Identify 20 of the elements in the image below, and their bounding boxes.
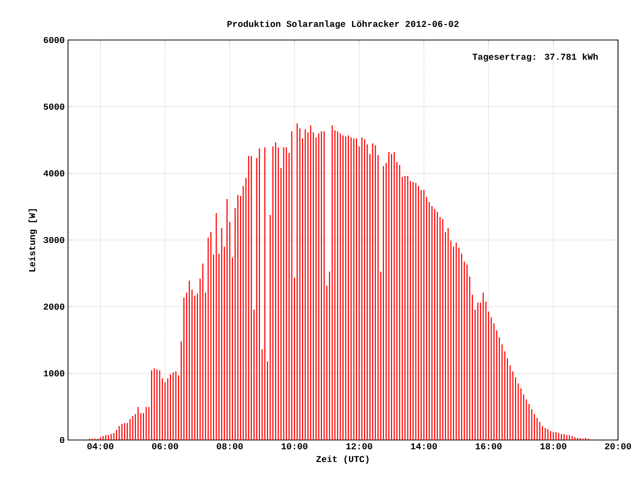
- y-tick-label: 2000: [44, 304, 64, 310]
- y-tick-label: 3000: [44, 236, 64, 244]
- x-tick-label: 12:00: [346, 443, 372, 450]
- y-tick-label: 1000: [44, 370, 64, 376]
- x-tick-label: 18:00: [540, 443, 566, 450]
- y-tick-label: 0: [60, 436, 64, 444]
- y-tick-label: 4000: [44, 170, 64, 176]
- x-tick-label: 04:00: [87, 443, 114, 450]
- x-tick-label: 14:00: [410, 443, 437, 450]
- y-tick-label: 6000: [44, 36, 64, 44]
- annotation: Tagesertrag: 37.781 kWh: [472, 53, 598, 62]
- x-tick-label: 16:00: [476, 443, 502, 450]
- x-tick-label: 10:00: [282, 443, 308, 450]
- x-tick-label: 06:00: [152, 443, 178, 450]
- x-axis-title: Zeit (UTC): [316, 456, 368, 464]
- x-tick-label: 20:00: [605, 443, 631, 450]
- chart-title: Produktion Solaranlage Löhracker 2012-06-02: [227, 20, 459, 29]
- y-axis-title: Leistung [W]: [28, 209, 38, 272]
- x-tick-label: 08:00: [216, 443, 243, 450]
- y-tick-label: 5000: [44, 104, 64, 110]
